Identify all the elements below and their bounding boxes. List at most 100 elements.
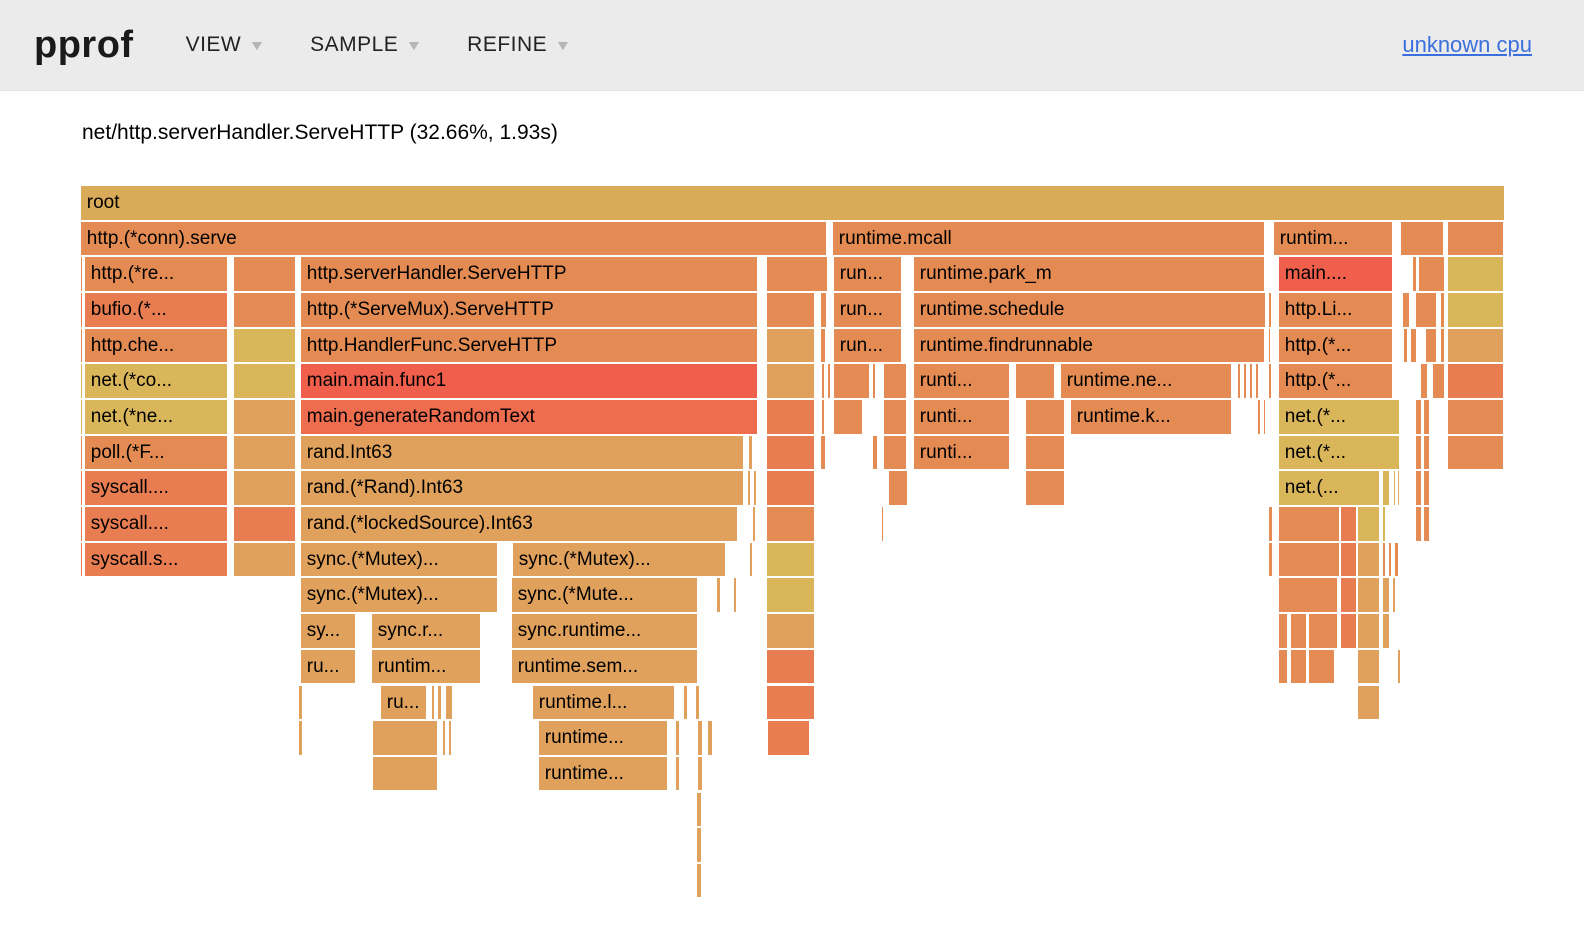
flame-box[interactable]	[1025, 435, 1065, 470]
flame-box[interactable]	[1447, 221, 1504, 256]
flame-box[interactable]	[1397, 649, 1401, 684]
flame-box[interactable]	[766, 471, 815, 505]
flame-box[interactable]	[1412, 257, 1417, 291]
flame-box[interactable]	[1420, 364, 1428, 398]
menu-sample[interactable]: SAMPLE ▼	[310, 33, 423, 57]
flame-box-runtime-sem[interactable]: runtime.sem...	[511, 649, 698, 684]
flame-box[interactable]	[1357, 649, 1380, 684]
flame-box[interactable]	[372, 756, 438, 791]
flame-box[interactable]	[1268, 328, 1271, 363]
flame-box-ru[interactable]: ru...	[380, 685, 427, 720]
flame-box[interactable]	[233, 471, 296, 505]
flame-box[interactable]	[1397, 471, 1400, 505]
flame-box[interactable]	[1392, 578, 1396, 612]
flame-box[interactable]	[1394, 542, 1399, 577]
flame-box[interactable]	[1423, 435, 1430, 470]
flame-box-main-main-func1[interactable]: main.main.func1	[300, 364, 758, 398]
flame-box[interactable]	[1415, 471, 1422, 505]
flame-box[interactable]	[820, 435, 826, 470]
flame-box-main-generaterandomtext[interactable]: main.generateRandomText	[300, 400, 758, 434]
flame-box[interactable]	[883, 364, 907, 398]
flame-box[interactable]	[1440, 293, 1445, 327]
flame-box-runtime-park-m[interactable]: runtime.park_m	[913, 257, 1265, 291]
flame-box[interactable]	[448, 721, 452, 755]
menu-refine[interactable]: REFINE ▼	[467, 33, 572, 57]
flame-box[interactable]	[1415, 435, 1422, 470]
flame-box[interactable]	[696, 828, 702, 862]
flame-box[interactable]	[1278, 578, 1338, 612]
flame-box[interactable]	[233, 328, 296, 363]
flame-box[interactable]	[821, 400, 825, 434]
flame-box[interactable]	[827, 364, 831, 398]
flame-box[interactable]	[1340, 614, 1357, 648]
flame-box[interactable]	[437, 685, 442, 720]
flame-box[interactable]	[1025, 471, 1065, 505]
flame-box[interactable]	[881, 507, 884, 541]
flame-box[interactable]	[1025, 400, 1065, 434]
flame-box[interactable]	[1382, 471, 1390, 505]
flame-box-runtim[interactable]: runtim...	[1273, 221, 1393, 256]
flame-box[interactable]	[233, 507, 296, 541]
flame-box[interactable]	[233, 257, 296, 291]
flame-box[interactable]	[766, 614, 815, 648]
flame-box[interactable]	[1447, 293, 1504, 327]
flame-box-bufio[interactable]: bufio.(*...	[84, 293, 228, 327]
flame-box-http-servemux-servehttp[interactable]: http.(*ServeMux).ServeHTTP	[300, 293, 758, 327]
flame-box[interactable]	[752, 507, 756, 541]
flame-box-poll-f[interactable]: poll.(*F...	[84, 435, 228, 470]
flame-box[interactable]	[821, 364, 825, 398]
flame-box[interactable]	[298, 721, 303, 755]
flame-box-runtime[interactable]: runtime...	[538, 721, 668, 755]
flame-box-runtime-mcall[interactable]: runtime.mcall	[832, 221, 1265, 256]
flame-box-runtime-findrunnable[interactable]: runtime.findrunnable	[913, 328, 1265, 363]
flame-box-http-re[interactable]: http.(*re...	[84, 257, 228, 291]
flame-box-runtime-schedule[interactable]: runtime.schedule	[913, 293, 1265, 327]
flame-box[interactable]	[1447, 328, 1504, 363]
flame-box-sync-mute[interactable]: sync.(*Mute...	[511, 578, 698, 612]
flame-box-rand-lockedsource-int63[interactable]: rand.(*lockedSource).Int63	[300, 507, 738, 541]
flame-box-runti[interactable]: runti...	[913, 435, 1010, 470]
flame-box[interactable]	[1400, 221, 1444, 256]
flame-box[interactable]	[697, 756, 703, 791]
flame-box[interactable]	[683, 685, 688, 720]
flame-box-runtime-l[interactable]: runtime.l...	[532, 685, 675, 720]
flame-box-runtime-k[interactable]: runtime.k...	[1070, 400, 1232, 434]
flame-box-runtime-ne[interactable]: runtime.ne...	[1060, 364, 1232, 398]
flame-box[interactable]	[716, 578, 721, 612]
flame-box-run[interactable]: run...	[833, 293, 902, 327]
flame-box[interactable]	[766, 257, 828, 291]
flame-box[interactable]	[1340, 507, 1357, 541]
flame-box[interactable]	[766, 542, 815, 577]
flame-box[interactable]	[1255, 364, 1259, 398]
flame-box[interactable]	[445, 685, 453, 720]
flame-box[interactable]	[820, 328, 826, 363]
flame-box-ru[interactable]: ru...	[300, 649, 356, 684]
flame-box-run[interactable]: run...	[833, 257, 902, 291]
flame-box[interactable]	[733, 578, 737, 612]
flame-box[interactable]	[749, 542, 753, 577]
flame-box[interactable]	[1249, 364, 1253, 398]
flame-box[interactable]	[1308, 614, 1338, 648]
flame-box[interactable]	[1415, 507, 1422, 541]
flame-box[interactable]	[1257, 400, 1261, 434]
flame-box[interactable]	[872, 435, 878, 470]
flame-box-root[interactable]: root	[80, 186, 1505, 220]
flame-box[interactable]	[1278, 614, 1288, 648]
menu-view[interactable]: VIEW ▼	[186, 33, 266, 57]
flame-box-sync-mutex[interactable]: sync.(*Mutex)...	[300, 542, 498, 577]
flame-box-sy[interactable]: sy...	[300, 614, 356, 648]
flame-box-main[interactable]: main....	[1278, 257, 1393, 291]
flame-box-http[interactable]: http.(*...	[1278, 328, 1393, 363]
flame-box[interactable]	[1357, 507, 1380, 541]
flame-box[interactable]	[1308, 649, 1335, 684]
flame-box-rand-int63[interactable]: rand.Int63	[300, 435, 744, 470]
flame-box[interactable]	[80, 257, 83, 291]
flame-box[interactable]	[748, 435, 753, 470]
flame-box[interactable]	[1440, 328, 1445, 363]
flame-box[interactable]	[1262, 293, 1266, 327]
flame-box[interactable]	[233, 400, 296, 434]
flame-box-sync-runtime[interactable]: sync.runtime...	[511, 614, 698, 648]
flame-box[interactable]	[80, 293, 83, 327]
flame-box[interactable]	[1382, 542, 1386, 577]
flame-box[interactable]	[1402, 293, 1410, 327]
